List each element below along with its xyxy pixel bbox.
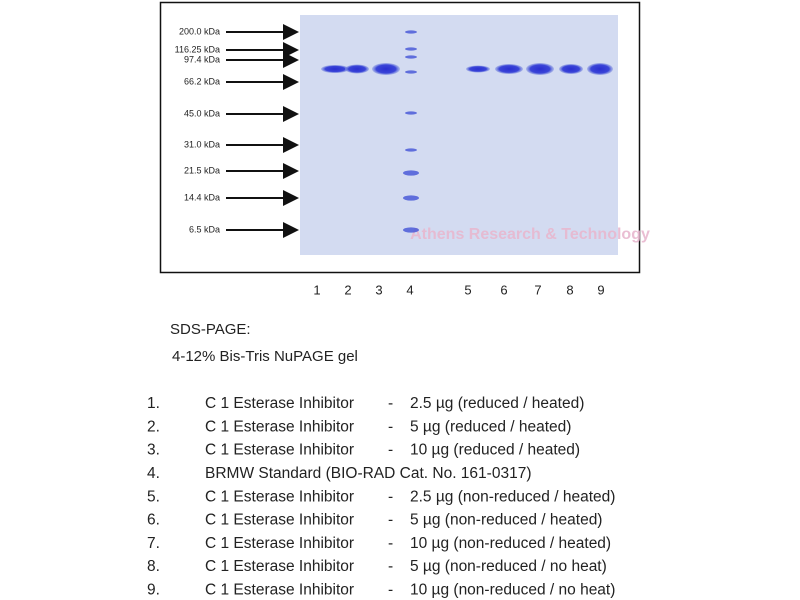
watermark: Athens Research & Technology: [410, 226, 650, 243]
legend-name: BRMW Standard (BIO-RAD Cat. No. 161-0317…: [205, 465, 531, 482]
protein-band: [587, 63, 613, 75]
legend-number: 7.: [147, 535, 160, 552]
legend-number: 4.: [147, 465, 160, 482]
legend-number: 5.: [147, 488, 160, 505]
legend-detail: 5 µg (reduced / heated): [410, 418, 571, 435]
lane-number: 8: [566, 282, 573, 297]
ladder-band: [405, 70, 417, 74]
legend-detail: 10 µg (non-reduced / no heat): [410, 581, 615, 598]
lane-number: 9: [597, 282, 604, 297]
legend-number: 6.: [147, 512, 160, 529]
protein-band: [321, 65, 349, 73]
ladder-band: [403, 170, 419, 176]
legend-separator: -: [388, 418, 393, 435]
legend-detail: 5 µg (non-reduced / heated): [410, 512, 602, 529]
legend-number: 8.: [147, 558, 160, 575]
legend-name: C 1 Esterase Inhibitor: [205, 535, 354, 552]
legend-number: 9.: [147, 581, 160, 598]
legend-number: 1.: [147, 395, 160, 412]
legend-name: C 1 Esterase Inhibitor: [205, 558, 354, 575]
caption-subtitle: 4-12% Bis-Tris NuPAGE gel: [172, 348, 358, 365]
legend-detail: 2.5 µg (non-reduced / heated): [410, 488, 615, 505]
marker-label: 66.2 kDa: [184, 76, 220, 86]
gel-sheen: [300, 15, 618, 255]
legend-separator: -: [388, 558, 393, 575]
protein-band: [526, 63, 554, 75]
legend-separator: -: [388, 535, 393, 552]
legend-name: C 1 Esterase Inhibitor: [205, 581, 354, 598]
marker-label: 97.4 kDa: [184, 54, 220, 64]
legend-name: C 1 Esterase Inhibitor: [205, 488, 354, 505]
legend-number: 2.: [147, 418, 160, 435]
legend-detail: 5 µg (non-reduced / no heat): [410, 558, 607, 575]
legend-separator: -: [388, 488, 393, 505]
marker-label: 14.4 kDa: [184, 192, 220, 202]
legend-separator: -: [388, 512, 393, 529]
ladder-band: [405, 47, 417, 51]
lane-number: 6: [500, 282, 507, 297]
legend-name: C 1 Esterase Inhibitor: [205, 418, 354, 435]
legend-name: C 1 Esterase Inhibitor: [205, 442, 354, 459]
protein-band: [372, 63, 400, 75]
legend-separator: -: [388, 581, 393, 598]
ladder-band: [403, 195, 419, 201]
lane-number: 7: [534, 282, 541, 297]
marker-label: 31.0 kDa: [184, 139, 220, 149]
marker-label: 116.25 kDa: [175, 44, 220, 54]
caption-title: SDS-PAGE:: [170, 321, 251, 338]
lane-number: 4: [406, 282, 413, 297]
legend-separator: -: [388, 442, 393, 459]
lane-number: 5: [464, 282, 471, 297]
ladder-band: [405, 30, 417, 34]
lane-number: 3: [375, 282, 382, 297]
protein-band: [559, 64, 583, 74]
ladder-band: [405, 111, 417, 115]
legend-detail: 2.5 µg (reduced / heated): [410, 395, 584, 412]
marker-label: 200.0 kDa: [179, 26, 220, 36]
protein-band: [495, 64, 523, 74]
marker-label: 45.0 kDa: [184, 108, 220, 118]
legend-name: C 1 Esterase Inhibitor: [205, 395, 354, 412]
lane-number: 1: [313, 282, 320, 297]
lane-number: 2: [344, 282, 351, 297]
legend-detail: 10 µg (non-reduced / heated): [410, 535, 611, 552]
protein-band: [466, 65, 490, 73]
marker-label: 21.5 kDa: [184, 165, 220, 175]
ladder-band: [405, 148, 417, 152]
legend-detail: 10 µg (reduced / heated): [410, 442, 580, 459]
ladder-band: [405, 55, 417, 59]
ladder-band: [403, 227, 419, 233]
marker-label: 6.5 kDa: [189, 224, 220, 234]
legend-name: C 1 Esterase Inhibitor: [205, 512, 354, 529]
legend-number: 3.: [147, 442, 160, 459]
protein-band: [345, 64, 369, 74]
legend-separator: -: [388, 395, 393, 412]
gel: [300, 15, 618, 255]
